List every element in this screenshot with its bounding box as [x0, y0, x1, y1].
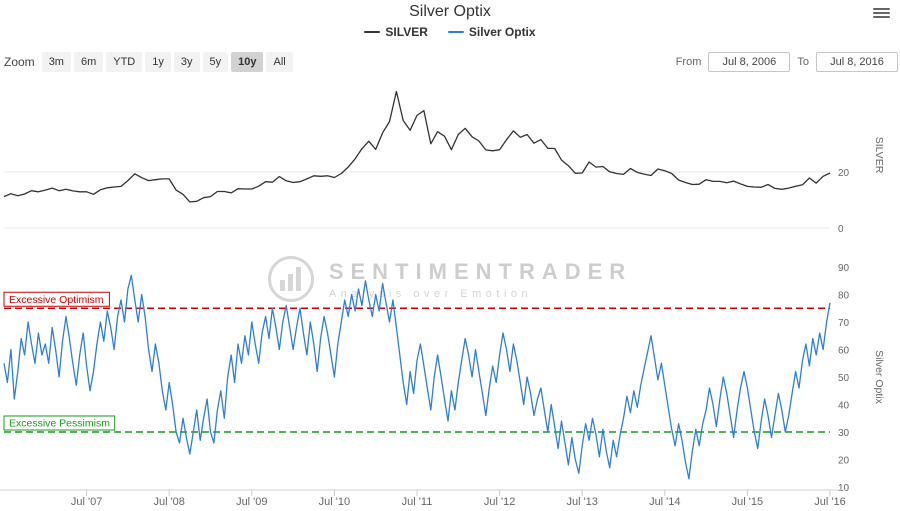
threshold-label-box [3, 291, 110, 307]
x-tick-label: Jul '07 [71, 496, 102, 508]
legend-item-silver[interactable]: SILVER [364, 25, 428, 39]
threshold-label-box [3, 415, 116, 431]
legend-item-optix[interactable]: Silver Optix [447, 25, 536, 39]
to-date-input[interactable] [816, 52, 898, 72]
zoom-label: Zoom [4, 55, 35, 69]
x-tick-label: Jul '16 [814, 496, 845, 508]
optix-y-tick-label: 30 [838, 428, 850, 439]
threshold-label: Excessive Optimism [9, 294, 104, 306]
hamburger-menu-icon[interactable] [873, 6, 890, 20]
to-label: To [797, 56, 809, 68]
optix-line-swatch-icon [447, 31, 464, 33]
silver-series-line[interactable] [3, 90, 831, 203]
silver-y-tick-label: 20 [838, 168, 850, 179]
zoom-button-1y[interactable]: 1y [145, 52, 171, 72]
x-tick-label: Jul '08 [153, 496, 184, 508]
chart-legend: SILVER Silver Optix [0, 25, 900, 39]
zoom-button-group: 3m 6m YTD 1y 3y 5y 10y All [41, 52, 296, 72]
x-tick-label: Jul '15 [732, 496, 763, 508]
optix-y-tick-label: 20 [838, 456, 850, 467]
optix-y-tick-label: 80 [838, 291, 850, 302]
x-tick-label: Jul '10 [319, 496, 350, 508]
zoom-button-10y[interactable]: 10y [231, 52, 264, 72]
zoom-button-6m[interactable]: 6m [73, 52, 104, 72]
x-tick-label: Jul '12 [484, 496, 515, 508]
silver-axis-title: SILVER [873, 137, 885, 174]
zoom-button-all[interactable]: All [266, 52, 293, 72]
zoom-button-5y[interactable]: 5y [202, 52, 229, 72]
optix-y-tick-label: 50 [838, 373, 850, 384]
silver-y-tick-label: 0 [838, 224, 844, 235]
zoom-button-ytd[interactable]: YTD [106, 52, 143, 72]
zoom-button-3m[interactable]: 3m [41, 52, 71, 72]
x-tick-label: Jul '14 [649, 496, 680, 508]
optix-y-tick-label: 40 [838, 401, 850, 412]
legend-label-optix: Silver Optix [468, 25, 536, 39]
from-date-input[interactable] [708, 52, 791, 72]
optix-y-tick-label: 10 [838, 483, 850, 494]
x-tick-label: Jul '09 [236, 496, 267, 508]
threshold-label: Excessive Pessimism [9, 418, 110, 430]
optix-y-tick-label: 60 [838, 346, 850, 357]
optix-series-line[interactable] [3, 274, 831, 480]
from-label: From [675, 56, 702, 68]
legend-label-silver: SILVER [385, 25, 428, 39]
x-tick-label: Jul '13 [566, 496, 597, 508]
x-tick-label: Jul '11 [402, 496, 433, 508]
optix-y-tick-label: 70 [838, 318, 850, 329]
zoom-button-3y[interactable]: 3y [173, 52, 200, 72]
optix-y-tick-label: 90 [838, 263, 850, 274]
optix-axis-title: Silver Optix [873, 350, 885, 404]
page-title: Silver Optix [409, 3, 491, 20]
silver-line-swatch-icon [364, 31, 381, 33]
